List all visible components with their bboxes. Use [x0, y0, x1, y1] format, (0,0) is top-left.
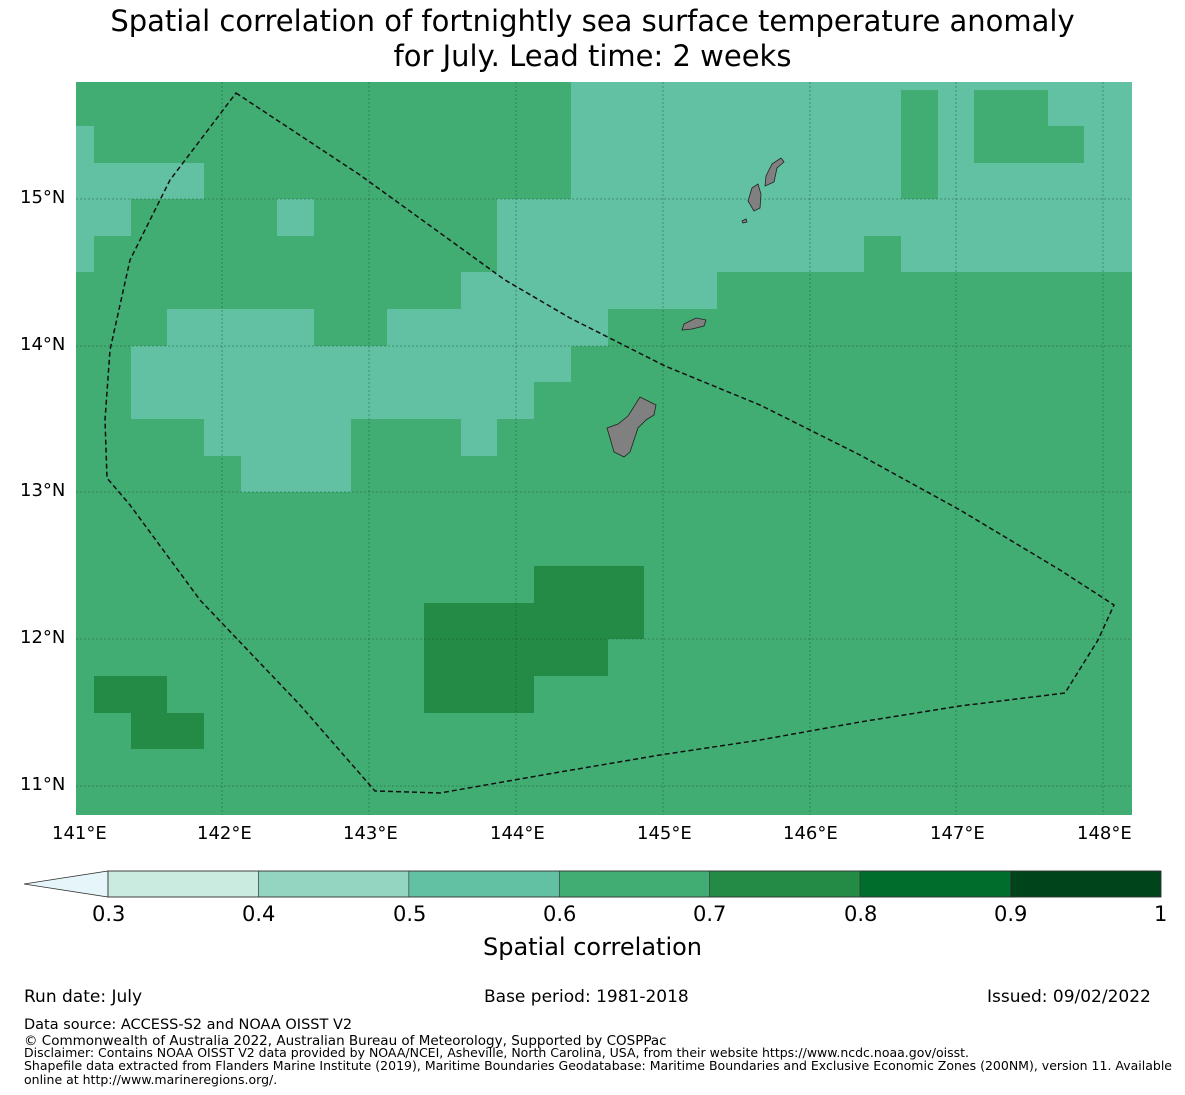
x-tick-142e: 142°E: [197, 823, 252, 844]
colorbar-title: Spatial correlation: [482, 933, 703, 961]
colorbar-frame: [107, 870, 1162, 898]
colorbar-extension-min: [23, 870, 109, 898]
y-tick-12n: 12°N: [20, 627, 66, 648]
x-tick-148e: 148°E: [1077, 823, 1132, 844]
y-tick-13n: 13°N: [20, 480, 66, 501]
x-tick-146e: 146°E: [783, 823, 838, 844]
shapefile-credit: Shapefile data extracted from Flanders M…: [24, 1058, 1172, 1087]
region-0-7-southwest: [94, 676, 204, 749]
colorbar-tick-0-9: 0.9: [994, 902, 1028, 926]
colorbar-segment: [1010, 870, 1162, 898]
y-tick-11n: 11°N: [20, 774, 66, 795]
colorbar-segment: [859, 870, 1011, 898]
region-0-5-small: [277, 199, 314, 236]
y-tick-14n: 14°N: [20, 334, 66, 355]
colorbar-tick-1: 1: [1154, 902, 1168, 926]
disclaimer: Disclaimer: Contains NOAA OISST V2 data …: [24, 1045, 969, 1060]
saipan-land: [764, 157, 785, 187]
colorbar-tick-0-4: 0.4: [242, 902, 276, 926]
region-group-0-6: [864, 90, 1084, 272]
guam-land: [606, 396, 657, 458]
map-plot-area: [76, 82, 1132, 815]
y-tick-15n: 15°N: [20, 187, 66, 208]
issued-date: Issued: 09/02/2022: [987, 987, 1151, 1007]
run-date: Run date: July: [24, 987, 143, 1007]
region-0-6-notch: [864, 236, 901, 272]
colorbar-segments: [107, 870, 1162, 898]
map-title: Spatial correlation of fortnightly sea s…: [0, 4, 1185, 74]
colorbar-tick-0-3: 0.3: [92, 902, 126, 926]
eez-boundary: [104, 91, 1115, 794]
grid-lines: [76, 82, 1132, 815]
region-group-0-7: [94, 566, 644, 749]
colorbar-tick-0-8: 0.8: [844, 902, 878, 926]
colorbar-segment: [709, 870, 861, 898]
colorbar-segment: [408, 870, 560, 898]
copyright-notice: © Commonwealth of Australia 2022, Austra…: [24, 1033, 667, 1049]
x-tick-144e: 144°E: [490, 823, 545, 844]
x-tick-147e: 147°E: [930, 823, 985, 844]
land-masses: [606, 157, 785, 458]
tinian-land: [747, 183, 762, 212]
x-tick-145e: 145°E: [637, 823, 692, 844]
title-line-1: Spatial correlation of fortnightly sea s…: [110, 4, 1075, 38]
x-tick-141e: 141°E: [52, 823, 107, 844]
base-period: Base period: 1981-2018: [484, 987, 689, 1007]
colorbar-segment: [558, 870, 711, 898]
colorbar-segment: [107, 870, 259, 898]
aguijan-land: [741, 218, 748, 224]
colorbar: [23, 870, 1162, 898]
colorbar-segment: [258, 870, 410, 898]
colorbar-tick-0-7: 0.7: [693, 902, 727, 926]
region-0-5-northeast: [131, 82, 1132, 492]
x-tick-143e: 143°E: [343, 823, 398, 844]
rota-land: [681, 317, 707, 331]
region-0-7-south: [424, 566, 644, 713]
data-source: Data source: ACCESS-S2 and NOAA OISST V2: [24, 1017, 353, 1033]
region-0-6-strip: [901, 90, 938, 199]
colorbar-tick-0-6: 0.6: [543, 902, 577, 926]
region-0-6-block: [974, 90, 1084, 163]
title-line-2: for July. Lead time: 2 weeks: [393, 39, 792, 73]
colorbar-tick-0-5: 0.5: [393, 902, 427, 926]
